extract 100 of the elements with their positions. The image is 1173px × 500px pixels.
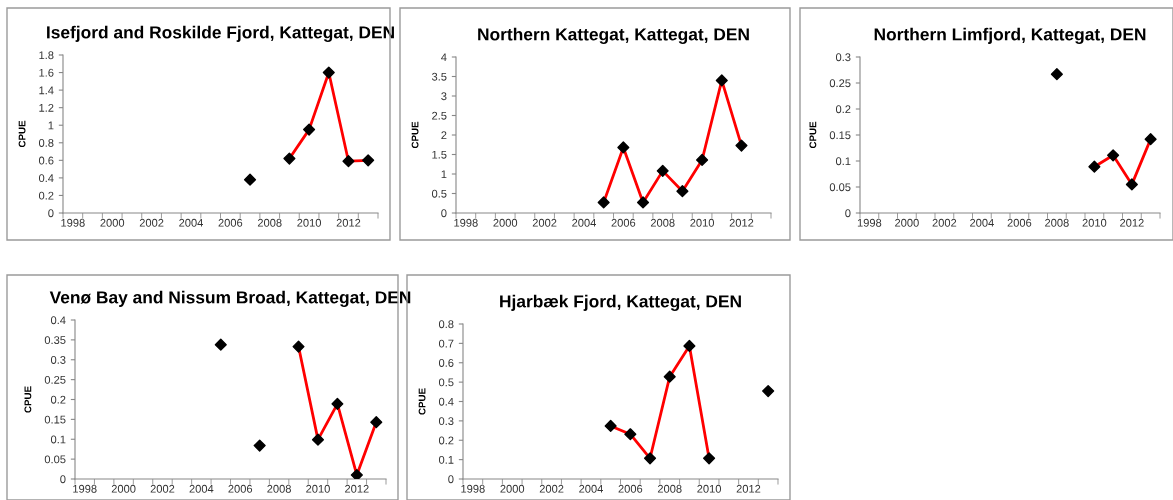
point bbox=[1050, 68, 1063, 81]
x-tick-label: 2000 bbox=[500, 484, 525, 493]
x-tick-label: 2006 bbox=[218, 218, 243, 227]
point bbox=[696, 153, 709, 167]
y-tick-label: 0.2 bbox=[50, 395, 66, 404]
y-tick-label: 2.5 bbox=[432, 111, 447, 120]
y-tick-label: 0.4 bbox=[50, 316, 66, 325]
point bbox=[643, 452, 657, 465]
y-tick-label: 1.5 bbox=[432, 150, 447, 159]
x-tick-label: 2000 bbox=[111, 484, 136, 493]
x-tick-label: 2008 bbox=[650, 218, 675, 227]
x-tick-label: 1998 bbox=[461, 484, 485, 493]
y-tick-label: 0.3 bbox=[438, 417, 454, 426]
point bbox=[292, 340, 305, 353]
y-tick-label: 4 bbox=[441, 53, 447, 62]
x-tick-label: 2012 bbox=[345, 484, 369, 493]
point bbox=[624, 428, 637, 441]
x-tick-label: 2002 bbox=[932, 218, 957, 227]
point bbox=[1107, 149, 1120, 162]
y-tick-label: 2 bbox=[441, 131, 447, 140]
y-axis-title: CPUE bbox=[418, 388, 426, 415]
point bbox=[1125, 178, 1138, 191]
y-tick-label: 0.25 bbox=[44, 375, 66, 384]
x-tick-label: 2010 bbox=[297, 218, 322, 227]
x-tick-label: 2000 bbox=[100, 218, 125, 227]
x-tick-label: 2002 bbox=[139, 218, 164, 227]
x-tick-label: 2006 bbox=[1007, 218, 1032, 227]
point bbox=[676, 185, 689, 198]
x-tick-label: 2002 bbox=[150, 484, 175, 493]
point bbox=[214, 338, 227, 351]
x-tick-label: 1998 bbox=[61, 218, 85, 227]
y-tick-label: 0.5 bbox=[438, 378, 454, 387]
point bbox=[656, 164, 669, 177]
x-tick-label: 2004 bbox=[179, 218, 203, 227]
y-tick-label: 0.35 bbox=[44, 336, 66, 345]
x-tick-label: 2002 bbox=[532, 218, 557, 227]
y-tick-label: 3 bbox=[441, 92, 447, 101]
y-tick-label: 1.6 bbox=[39, 68, 54, 77]
point bbox=[303, 123, 316, 136]
y-tick-label: 0.3 bbox=[50, 356, 66, 364]
x-tick-label: 2012 bbox=[1120, 218, 1144, 227]
x-tick-label: 2008 bbox=[657, 484, 682, 493]
point bbox=[663, 370, 676, 383]
y-tick-label: 3.5 bbox=[431, 72, 447, 81]
y-tick-label: 0.4 bbox=[438, 397, 454, 406]
point bbox=[342, 155, 355, 168]
x-tick-label: 1998 bbox=[857, 218, 882, 227]
point bbox=[703, 452, 716, 465]
point bbox=[370, 416, 383, 429]
x-tick-label: 2010 bbox=[690, 218, 715, 227]
x-tick-label: 1998 bbox=[73, 484, 97, 493]
point bbox=[322, 66, 335, 79]
x-tick-label: 2002 bbox=[539, 484, 564, 493]
point bbox=[283, 152, 296, 165]
x-tick-label: 2010 bbox=[1082, 218, 1107, 227]
chart-title: Venø Bay and Nissum Broad, Kattegat, DEN bbox=[49, 290, 411, 308]
x-tick-label: 2012 bbox=[336, 218, 361, 227]
y-tick-label: 0.05 bbox=[44, 455, 66, 464]
y-tick-label: 1.2 bbox=[39, 103, 54, 112]
y-tick-label: 0.1 bbox=[438, 455, 454, 464]
y-tick-label: 0.15 bbox=[829, 131, 851, 140]
x-tick-label: 2004 bbox=[572, 218, 596, 227]
y-tick-label: 0.4 bbox=[38, 174, 54, 183]
x-tick-label: 2000 bbox=[493, 218, 518, 227]
y-tick-label: 0.8 bbox=[38, 139, 54, 147]
y-tick-label: 1.8 bbox=[39, 51, 54, 60]
x-tick-label: 2006 bbox=[618, 484, 643, 493]
x-tick-label: 2010 bbox=[306, 484, 330, 493]
chart-title: Northern Limfjord, Kattegat, DEN bbox=[874, 27, 1146, 45]
point bbox=[683, 339, 696, 352]
point bbox=[331, 397, 344, 410]
chart-title: Isefjord and Roskilde Fjord, Kattegat, DEN bbox=[47, 25, 394, 43]
x-tick-label: 1998 bbox=[454, 218, 478, 227]
y-axis-title: CPUE bbox=[24, 386, 32, 413]
point bbox=[597, 196, 610, 209]
point bbox=[636, 196, 650, 209]
y-tick-label: 0.8 bbox=[438, 320, 454, 329]
x-tick-label: 2006 bbox=[611, 218, 636, 227]
x-tick-label: 2000 bbox=[895, 218, 919, 227]
y-axis-title: CPUE bbox=[809, 121, 817, 149]
x-tick-label: 2008 bbox=[1045, 218, 1069, 227]
y-tick-label: 0.5 bbox=[431, 189, 447, 198]
y-tick-label: 0 bbox=[60, 475, 66, 484]
point bbox=[1144, 133, 1157, 146]
y-tick-label: 0 bbox=[48, 209, 54, 218]
point bbox=[311, 433, 325, 446]
y-tick-label: 0.7 bbox=[438, 339, 454, 348]
y-tick-label: 0 bbox=[845, 209, 851, 218]
x-tick-label: 2008 bbox=[257, 218, 282, 227]
y-tick-label: 0.3 bbox=[835, 53, 851, 62]
point bbox=[253, 439, 266, 452]
y-tick-label: 0.25 bbox=[829, 79, 851, 88]
y-axis-title: CPUE bbox=[411, 121, 419, 149]
y-tick-label: 0 bbox=[448, 475, 454, 484]
x-tick-label: 2010 bbox=[697, 484, 722, 493]
y-axis-title: CPUE bbox=[18, 120, 26, 148]
point bbox=[715, 74, 728, 87]
point bbox=[1088, 160, 1101, 173]
point bbox=[617, 141, 630, 154]
chart-title: Hjarbæk Fjord, Kattegat, DEN bbox=[500, 294, 741, 312]
